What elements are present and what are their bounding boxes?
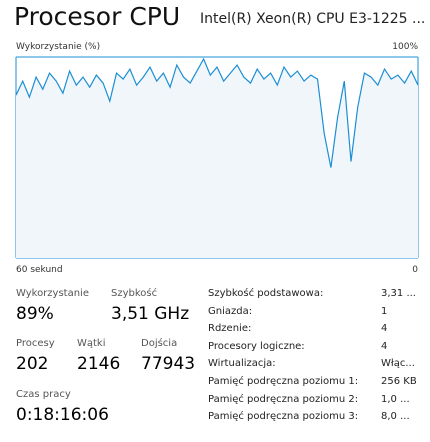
- stat-value: 202: [16, 354, 49, 374]
- y-axis-label: Wykorzystanie (%): [16, 42, 100, 52]
- detail-value: 4: [381, 340, 388, 352]
- y-tick-label: 100%: [392, 42, 418, 52]
- detail-label: Pamięć podręczna poziomu 3:: [208, 411, 359, 423]
- detail-label: Pamięć podręczna poziomu 2:: [208, 393, 359, 405]
- detail-value: Włąc...: [381, 358, 415, 370]
- detail-value: 4: [381, 323, 388, 335]
- stat-label: Dojścia: [141, 338, 178, 349]
- detail-label: Szybkość podstawowa:: [208, 288, 324, 299]
- detail-label: Wirtualizacja:: [208, 358, 276, 370]
- stat-label: Wątki: [77, 338, 106, 349]
- usage-line: [15, 57, 419, 168]
- usage-area: [16, 59, 418, 258]
- detail-value: 8,0 ...: [381, 411, 410, 423]
- stat-value: 89%: [16, 304, 54, 324]
- stat-label: Procesy: [16, 338, 55, 349]
- stat-value: 3,51 GHz: [111, 304, 190, 324]
- stat-value: 77943: [141, 354, 196, 374]
- detail-value: 1: [381, 305, 388, 317]
- stat-value: 0:18:16:06: [16, 405, 109, 425]
- detail-value: 3,31 ...: [381, 288, 416, 299]
- stat-label: Szybkość: [111, 288, 158, 299]
- detail-label: Procesory logiczne:: [208, 340, 305, 352]
- x-tick-label: 0: [412, 265, 418, 275]
- stat-label: Czas pracy: [16, 389, 71, 400]
- detail-value: 1,0 ...: [381, 393, 410, 405]
- x-tick-label: 60 sekund: [16, 265, 63, 275]
- detail-value: 256 KB: [381, 376, 417, 387]
- detail-label: Pamięć podręczna poziomu 1:: [208, 376, 359, 387]
- cpu-model: Intel(R) Xeon(R) CPU E3-1225 ...: [200, 11, 426, 27]
- stat-label: Wykorzystanie: [16, 288, 89, 299]
- page-title: Procesor CPU: [14, 2, 181, 31]
- detail-label: Gniazda:: [208, 305, 253, 317]
- detail-label: Rdzenie:: [208, 323, 252, 335]
- stat-value: 2146: [77, 354, 121, 374]
